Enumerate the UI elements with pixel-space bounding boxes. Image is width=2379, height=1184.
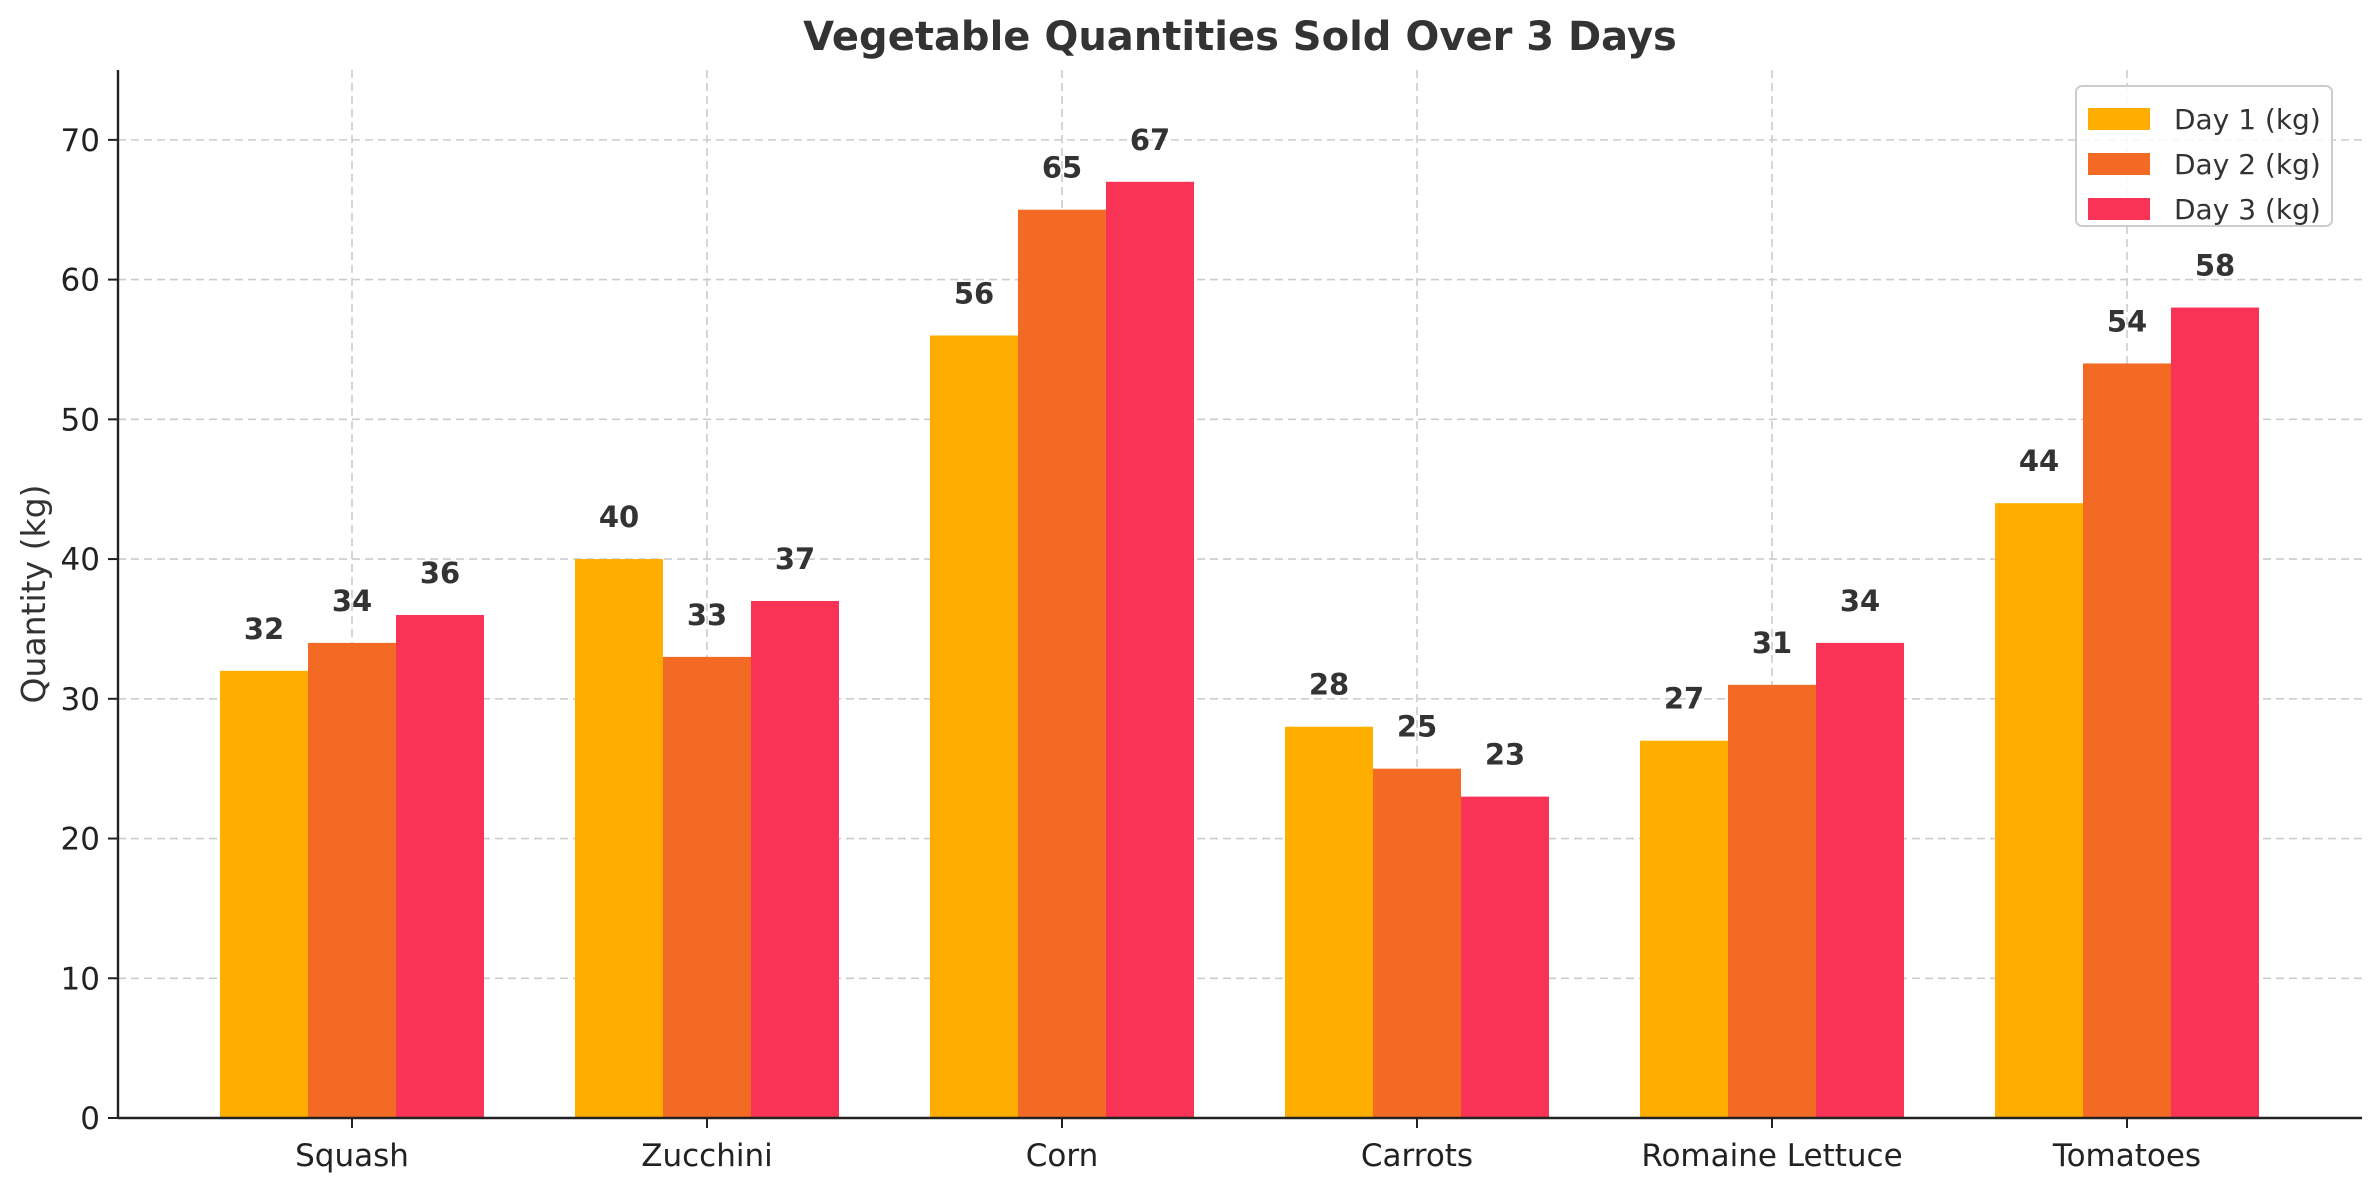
y-axis-label: Quantity (kg) xyxy=(14,485,53,704)
bar xyxy=(663,656,751,1118)
x-tick-label: Romaine Lettuce xyxy=(1641,1138,1902,1174)
bar-value-label: 32 xyxy=(244,612,284,646)
legend: Day 1 (kg) Day 2 (kg) Day 3 (kg) xyxy=(2075,85,2333,227)
bar-value-label: 36 xyxy=(420,556,460,590)
bar-value-label: 37 xyxy=(775,542,815,576)
y-tick-label: 10 xyxy=(61,961,100,997)
y-tick-label: 40 xyxy=(61,542,100,578)
legend-label: Day 2 (kg) xyxy=(2174,148,2321,181)
bar xyxy=(575,559,663,1118)
bar-value-label: 28 xyxy=(1309,668,1349,702)
x-tick-label: Carrots xyxy=(1361,1138,1473,1174)
bar xyxy=(1285,726,1373,1118)
bar xyxy=(1728,684,1816,1118)
legend-label: Day 1 (kg) xyxy=(2174,103,2321,136)
bars xyxy=(220,181,2259,1119)
y-tick-label: 70 xyxy=(61,123,100,159)
bar xyxy=(930,335,1018,1118)
y-tick-label: 60 xyxy=(61,263,100,299)
axes xyxy=(108,70,2362,1128)
bar xyxy=(1106,181,1194,1118)
bar-value-label: 65 xyxy=(1042,151,1082,185)
bar-value-label: 54 xyxy=(2107,304,2147,338)
x-tick-label: Tomatoes xyxy=(2052,1138,2201,1174)
bar-value-label: 56 xyxy=(954,276,994,310)
bar xyxy=(1816,642,1904,1118)
legend-label: Day 3 (kg) xyxy=(2174,193,2321,226)
legend-swatch xyxy=(2088,153,2150,175)
y-tick-label: 50 xyxy=(61,402,100,438)
y-tick-label: 30 xyxy=(61,682,100,718)
bar-value-label: 33 xyxy=(687,598,727,632)
bar-value-label: 31 xyxy=(1752,626,1792,660)
chart-title: Vegetable Quantities Sold Over 3 Days xyxy=(803,14,1677,60)
data-labels: 32 34 36 40 33 37 56 65 67 28 25 23 27 31 34 44 54 58 xyxy=(244,123,2235,772)
bar-value-label: 58 xyxy=(2195,249,2235,283)
bar xyxy=(1995,503,2083,1118)
bar-value-label: 44 xyxy=(2019,444,2059,478)
bar-value-label: 27 xyxy=(1664,682,1704,716)
bar xyxy=(2171,307,2259,1119)
bar xyxy=(1461,796,1549,1118)
bar-value-label: 34 xyxy=(1840,584,1880,618)
bar-value-label: 25 xyxy=(1397,710,1437,744)
bar xyxy=(751,600,839,1118)
y-tick-label: 20 xyxy=(61,822,100,858)
bar xyxy=(1373,768,1461,1118)
bar xyxy=(1640,740,1728,1118)
tick-labels: 0 10 20 30 40 50 60 70 Squash Zucchini Corn Carrots… xyxy=(61,123,2202,1174)
bar xyxy=(308,642,396,1118)
bar-value-label: 40 xyxy=(599,500,639,534)
bar xyxy=(2083,363,2171,1118)
x-tick-label: Corn xyxy=(1026,1138,1098,1174)
bar xyxy=(396,614,484,1118)
bar-value-label: 23 xyxy=(1485,738,1525,772)
x-tick-label: Zucchini xyxy=(641,1138,773,1174)
bar xyxy=(1018,209,1106,1118)
legend-swatch xyxy=(2088,108,2150,130)
bar-value-label: 34 xyxy=(332,584,372,618)
x-tick-label: Squash xyxy=(295,1138,409,1174)
legend-swatch xyxy=(2088,198,2150,220)
y-tick-label: 0 xyxy=(80,1101,100,1137)
bar xyxy=(220,670,308,1118)
bar-value-label: 67 xyxy=(1130,123,1170,157)
